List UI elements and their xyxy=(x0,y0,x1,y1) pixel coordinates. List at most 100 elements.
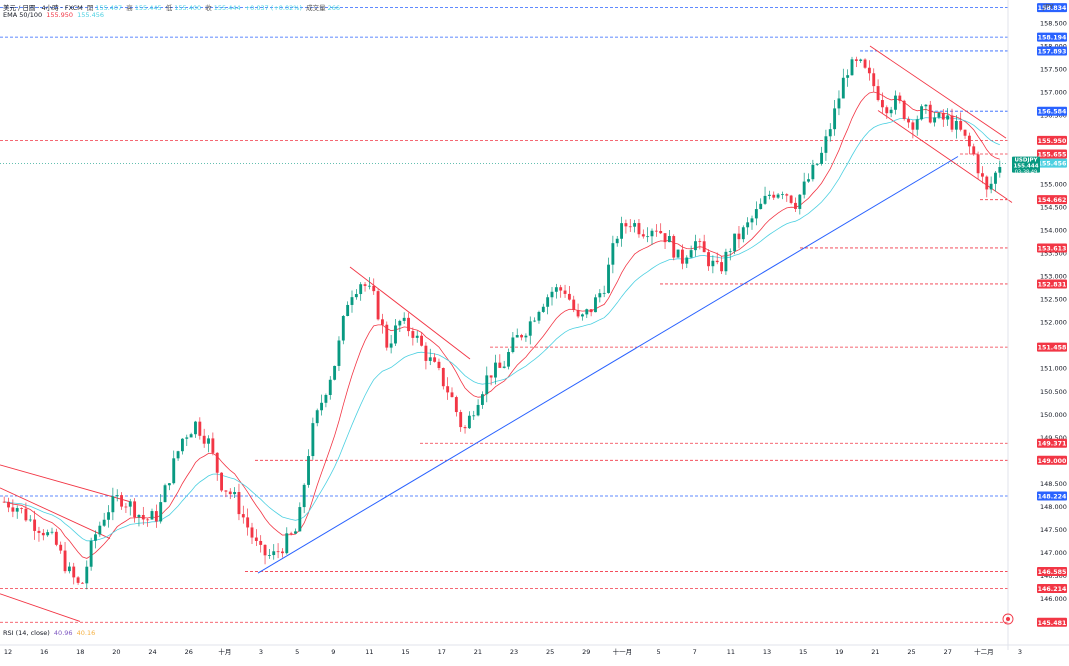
candle-body xyxy=(954,120,958,130)
candle-body xyxy=(202,435,206,444)
price-level-tag-label: 158.194 xyxy=(1038,35,1067,42)
price-level-tag xyxy=(1037,566,1067,576)
candle-body xyxy=(681,249,684,264)
candle-body xyxy=(137,514,141,518)
candle-body xyxy=(333,365,337,380)
candle-body xyxy=(146,519,150,521)
candle-body xyxy=(102,519,106,526)
time-tick-label: 20 xyxy=(112,648,120,656)
candle-body xyxy=(111,496,115,513)
candle-body xyxy=(215,452,219,473)
price-tick-label: 148.000 xyxy=(1040,503,1067,511)
candle-body xyxy=(924,104,928,107)
price-tick-label: 153.000 xyxy=(1040,273,1067,281)
candle-body xyxy=(341,315,345,341)
candle-body xyxy=(246,517,250,528)
candle-body xyxy=(176,451,180,459)
candle-body xyxy=(715,260,719,263)
candle-body xyxy=(402,317,406,321)
rsi-label: RSI (14, close) xyxy=(3,629,50,637)
alert-icon xyxy=(1002,613,1014,625)
candle-body xyxy=(428,357,432,361)
time-tick-label: 24 xyxy=(148,648,156,656)
price-level-tag-label: 149.000 xyxy=(1038,458,1067,465)
candle-body xyxy=(967,135,971,147)
candle-body xyxy=(33,519,37,531)
candle-body xyxy=(394,325,397,344)
candle-body xyxy=(789,195,793,203)
candle-body xyxy=(372,285,376,292)
candle-body xyxy=(663,233,667,243)
candle-body xyxy=(472,415,476,417)
time-tick-label: 15 xyxy=(401,648,409,656)
time-tick-label: 11 xyxy=(727,648,735,656)
candle-body xyxy=(85,566,89,584)
candle-body xyxy=(446,386,450,393)
price-level-tag xyxy=(1037,195,1067,205)
candle-body xyxy=(676,249,680,258)
price-level-tag xyxy=(1037,491,1067,501)
candle-body xyxy=(876,86,880,101)
price-level-tag xyxy=(1037,3,1067,13)
down-channel-line xyxy=(0,487,111,539)
candle-body xyxy=(315,410,319,424)
candle-body xyxy=(872,73,876,87)
currency-label: JPY xyxy=(1043,3,1054,11)
price-tick-label: 155.000 xyxy=(1040,181,1067,189)
symbol-legend[interactable]: 美元 / 日圓 · 4小時 · FXCM 開 155.407 高 155.445 低… xyxy=(3,2,342,12)
price-level-tag xyxy=(1037,455,1067,465)
candle-body xyxy=(363,284,367,286)
drawn-trendlines xyxy=(0,45,1013,622)
candle-body xyxy=(576,310,580,317)
candle-body xyxy=(824,136,828,153)
candle-body xyxy=(711,260,715,267)
price-level-tag xyxy=(1037,106,1067,116)
candle-body xyxy=(633,223,637,227)
current-price-label: 155.444 xyxy=(1013,164,1038,170)
candle-body xyxy=(946,115,950,120)
low-label: 低 xyxy=(165,4,173,12)
candle-body xyxy=(311,423,315,457)
time-tick-label: 7 xyxy=(693,648,697,656)
candle-body xyxy=(541,306,545,312)
candle-body xyxy=(802,181,806,195)
candle-body xyxy=(637,223,641,235)
candle-body xyxy=(172,458,176,484)
time-tick-label: 12 xyxy=(4,648,12,656)
price-tags: 158.834 158.194 157.893 156.584 155.950 155.6… xyxy=(1002,3,1067,627)
candle-body xyxy=(507,352,510,367)
candle-body xyxy=(11,507,15,512)
time-axis: 12 16 18 20 24 26 十月 3 5 9 11 15 17 21 23 25 29 十一月 5 7 11 13… xyxy=(0,644,1069,656)
time-tick-label: 17 xyxy=(438,648,446,656)
candle-body xyxy=(433,357,437,362)
candle-body xyxy=(267,555,271,556)
price-level-tag xyxy=(1037,617,1067,627)
candle-body xyxy=(707,252,710,267)
candle-body xyxy=(7,501,10,508)
candle-body xyxy=(724,251,728,272)
price-tick-label: 152.500 xyxy=(1040,296,1067,304)
price-tick-label: 152.000 xyxy=(1040,319,1067,327)
candle-body xyxy=(685,257,689,264)
ema-label: EMA 50/100 xyxy=(3,11,43,19)
ema-legend[interactable]: EMA 50/100 155.950 155.456 xyxy=(3,11,106,19)
price-level-tag-label: 155.950 xyxy=(1038,138,1067,145)
rsi-legend[interactable]: RSI (14, close) 40.96 40.16 xyxy=(3,629,97,637)
price-level-tag xyxy=(1037,279,1067,289)
candle-body xyxy=(185,437,189,439)
uptrend-line xyxy=(257,156,959,574)
candle-body xyxy=(350,297,354,305)
time-tick-label: 11 xyxy=(365,648,373,656)
time-tick-label: 十月 xyxy=(218,647,231,656)
price-level-tag-label: 157.893 xyxy=(1038,48,1067,55)
candle-body xyxy=(211,438,215,453)
candle-body xyxy=(50,531,54,533)
time-tick-label: 29 xyxy=(582,648,590,656)
candle-body xyxy=(567,293,571,300)
time-tick-label: 5 xyxy=(657,648,661,656)
price-level-tag-label: 155.655 xyxy=(1038,151,1067,158)
candle-body xyxy=(981,173,984,177)
candle-body xyxy=(998,167,1002,173)
